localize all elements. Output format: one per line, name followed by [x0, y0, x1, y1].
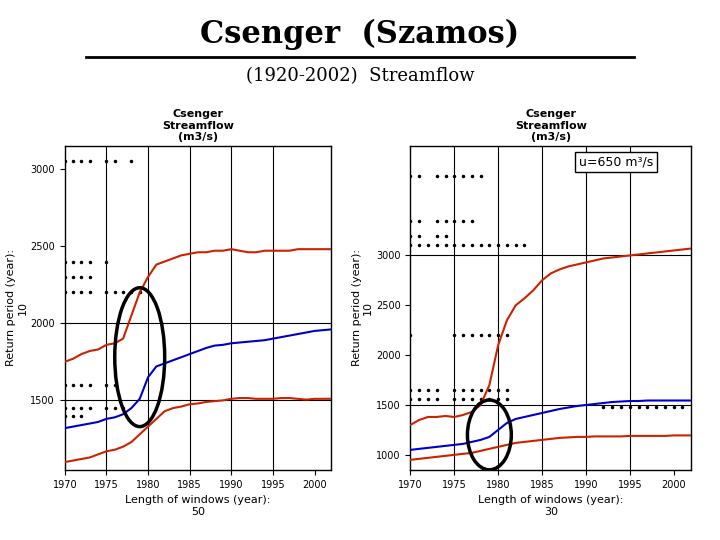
X-axis label: Length of windows (year):
30: Length of windows (year): 30 [478, 495, 624, 517]
Y-axis label: Return period (year):
10: Return period (year): 10 [6, 249, 27, 366]
Title: Csenger
Streamflow
(m3/s): Csenger Streamflow (m3/s) [162, 109, 234, 142]
Text: (1920-2002)  Streamflow: (1920-2002) Streamflow [246, 68, 474, 85]
X-axis label: Length of windows (year):
50: Length of windows (year): 50 [125, 495, 271, 517]
Text: u=650 m³/s: u=650 m³/s [579, 156, 653, 168]
Title: Csenger
Streamflow
(m3/s): Csenger Streamflow (m3/s) [515, 109, 587, 142]
Y-axis label: Return period (year):
10: Return period (year): 10 [351, 249, 373, 366]
Text: Csenger  (Szamos): Csenger (Szamos) [200, 19, 520, 50]
